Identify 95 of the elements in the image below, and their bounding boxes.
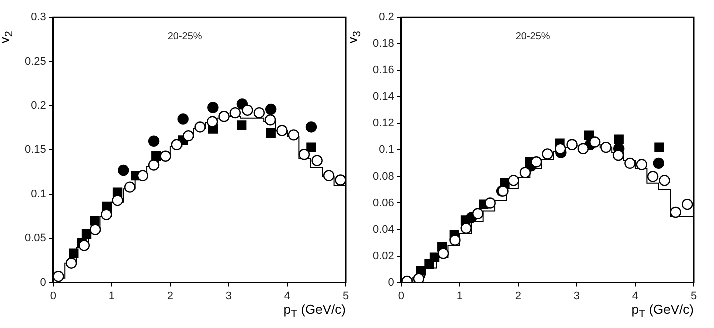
point <box>682 198 694 210</box>
point <box>66 258 78 269</box>
point <box>124 182 136 193</box>
y-tick-label: 0.18 <box>372 38 394 50</box>
point <box>53 271 64 282</box>
point <box>137 170 149 182</box>
point <box>101 209 112 220</box>
y-tick-label: 0.1 <box>31 188 46 200</box>
point <box>230 107 241 119</box>
point <box>335 174 346 186</box>
point <box>276 125 288 136</box>
x-tick-label: 3 <box>574 290 580 302</box>
y-tick-label: 0.25 <box>24 56 46 68</box>
point <box>612 150 624 162</box>
y-tick-label: 0.16 <box>372 64 394 77</box>
point <box>266 128 276 138</box>
y-tick-label: 0.05 <box>24 232 46 245</box>
point <box>636 159 648 170</box>
point <box>118 164 130 176</box>
point <box>148 160 160 171</box>
x-tick-label: 1 <box>108 290 115 302</box>
point <box>242 104 254 116</box>
annotation: 20-25% <box>168 32 202 43</box>
point <box>306 122 318 133</box>
y-tick-label: 0.15 <box>24 144 46 156</box>
point <box>566 139 578 150</box>
y-tick-label: 0.2 <box>31 100 46 112</box>
point <box>614 134 624 144</box>
x-tick-label: 5 <box>342 290 350 302</box>
point <box>430 252 440 262</box>
point <box>472 208 484 220</box>
y-tick-label: 0.04 <box>372 224 394 236</box>
point <box>160 150 172 162</box>
x-tick-label: 4 <box>284 290 291 302</box>
x-tick-label: 4 <box>632 290 639 302</box>
point <box>624 158 636 170</box>
point <box>90 224 102 236</box>
point <box>554 143 566 154</box>
point <box>218 111 230 122</box>
point <box>178 114 189 125</box>
point <box>413 273 425 283</box>
x-axis-title: p$_{T}$ (GeV/c) <box>632 302 694 321</box>
annotation: 20-25% <box>516 32 550 43</box>
point <box>450 234 461 246</box>
point <box>264 114 276 126</box>
x-tick-label: 1 <box>456 290 463 302</box>
point <box>208 102 219 114</box>
y-tick-label: 0.3 <box>31 12 46 24</box>
x-tick-label: 0 <box>398 290 404 302</box>
point <box>82 229 92 240</box>
point <box>288 130 300 141</box>
y-tick-label: 0.08 <box>372 170 394 183</box>
point <box>182 130 194 142</box>
x-tick-label: 2 <box>167 290 174 302</box>
point <box>578 143 589 154</box>
point <box>254 107 265 119</box>
point <box>484 198 496 209</box>
y-tick-label: 0.2 <box>379 12 394 24</box>
y-tick-label: 0.06 <box>372 197 394 210</box>
point <box>670 206 682 218</box>
point <box>653 158 664 170</box>
point <box>600 142 612 154</box>
point <box>112 194 124 206</box>
point <box>298 149 310 160</box>
point <box>438 248 450 260</box>
point <box>508 175 520 186</box>
point <box>312 155 323 166</box>
x-tick-label: 3 <box>226 290 232 302</box>
point <box>590 136 601 148</box>
point <box>647 171 659 182</box>
point <box>69 248 79 258</box>
y-tick-label: 0.1 <box>379 144 394 156</box>
point <box>194 122 206 133</box>
point <box>78 240 90 252</box>
x-axis-title: p$_{T}$ (GeV/c) <box>284 302 346 321</box>
x-tick-label: 2 <box>515 290 522 302</box>
y-tick-label: 0.14 <box>372 91 394 104</box>
point <box>530 156 542 168</box>
y-tick-label: 0 <box>388 276 394 289</box>
point <box>148 136 160 147</box>
y-tick-label: 0.02 <box>372 250 394 262</box>
point <box>90 216 100 226</box>
point <box>323 170 335 182</box>
point <box>306 142 316 152</box>
x-tick-label: 0 <box>50 290 56 302</box>
point <box>654 142 664 152</box>
point <box>236 120 247 130</box>
x-tick-label: 5 <box>690 290 698 302</box>
point <box>171 139 182 150</box>
point <box>206 116 218 128</box>
point <box>265 104 277 116</box>
y-tick-label: 0.12 <box>372 118 394 130</box>
point <box>659 175 670 186</box>
y-tick-label: 0 <box>40 276 46 289</box>
point <box>542 148 554 160</box>
